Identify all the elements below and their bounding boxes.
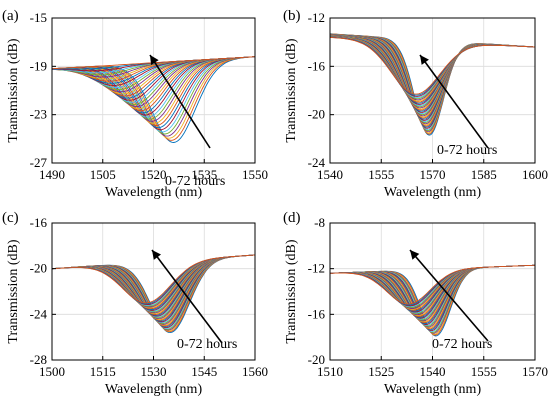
trend-arrow-head xyxy=(152,250,162,260)
x-axis-label: Wavelength (nm) xyxy=(384,382,482,397)
y-axis-label: Transmission (dB) xyxy=(284,239,299,343)
annotation-label: 0-72 hours xyxy=(177,337,237,352)
panel-label: (c) xyxy=(2,210,19,226)
x-tick-label: 1555 xyxy=(471,364,497,379)
x-tick-label: 1550 xyxy=(242,167,268,182)
y-tick-label: -20 xyxy=(308,352,325,367)
x-tick-label: 1600 xyxy=(522,167,548,182)
series-line xyxy=(51,254,256,304)
trend-arrow xyxy=(419,54,489,149)
y-axis-label: Transmission (dB) xyxy=(284,38,299,142)
trend-arrow-head xyxy=(150,55,159,66)
y-tick-label: -23 xyxy=(30,107,47,122)
trend-arrow xyxy=(151,249,223,344)
annotation-label: 0-72 hours xyxy=(437,143,497,158)
y-tick-label: -24 xyxy=(308,155,326,170)
x-tick-label: 1530 xyxy=(141,364,167,379)
x-axis-label: Wavelength (nm) xyxy=(105,382,203,397)
x-tick-label: 1570 xyxy=(420,167,446,182)
x-tick-label: 1585 xyxy=(471,167,497,182)
panel-label: (a) xyxy=(2,8,19,24)
x-tick-label: 1545 xyxy=(191,364,217,379)
panel-3: 1500 1515 1530 1545 1560 -28 -24 -20 -16 Waveleng… xyxy=(2,210,268,397)
panel-4: 1510 1525 1540 1555 1570 -20 -16 -12 -8 Wavelengt… xyxy=(283,210,548,397)
y-tick-label: -20 xyxy=(308,107,325,122)
x-tick-label: 1525 xyxy=(368,364,394,379)
annotation-label: 0-72 hours xyxy=(165,174,225,189)
y-tick-label: -8 xyxy=(314,215,325,230)
x-tick-label: 1535 xyxy=(191,167,217,182)
x-tick-label: 1560 xyxy=(242,364,268,379)
x-tick-label: 1520 xyxy=(141,167,167,182)
x-tick-label: 1510 xyxy=(317,364,343,379)
y-tick-label: -16 xyxy=(308,58,326,73)
x-tick-label: 1505 xyxy=(90,167,116,182)
y-tick-label: -15 xyxy=(30,10,47,25)
annotation-label: 0-72 hours xyxy=(432,337,492,352)
x-tick-label: 1540 xyxy=(420,364,446,379)
y-tick-label: -20 xyxy=(30,261,47,276)
x-tick-label: 1555 xyxy=(368,167,394,182)
x-axis-label: Wavelength (nm) xyxy=(105,185,203,200)
trend-arrow-head xyxy=(420,55,429,65)
x-tick-label: 1570 xyxy=(522,364,548,379)
y-tick-label: -19 xyxy=(30,58,47,73)
x-tick-label: 1500 xyxy=(39,364,65,379)
panel-label: (d) xyxy=(283,210,301,226)
trend-arrow xyxy=(149,54,211,149)
y-tick-label: -27 xyxy=(30,155,48,170)
trend-arrow-head xyxy=(410,250,420,260)
y-tick-label: -16 xyxy=(308,306,326,321)
y-axis-label: Transmission (dB) xyxy=(6,239,21,343)
series-line xyxy=(329,36,536,95)
x-tick-label: 1490 xyxy=(39,167,65,182)
series-line xyxy=(329,264,536,305)
y-tick-label: -12 xyxy=(308,261,325,276)
panel-label: (b) xyxy=(283,8,301,24)
y-tick-label: -28 xyxy=(30,352,47,367)
y-tick-label: -12 xyxy=(308,10,325,25)
x-axis-label: Wavelength (nm) xyxy=(384,185,482,200)
y-tick-label: -16 xyxy=(30,215,48,230)
x-tick-label: 1540 xyxy=(317,167,343,182)
x-tick-label: 1515 xyxy=(90,364,116,379)
y-axis-label: Transmission (dB) xyxy=(6,38,21,142)
panel-1: 1490 1505 1520 1535 1550 -27 -23 -19 -15 Waveleng… xyxy=(2,8,268,200)
panel-2: 1540 1555 1570 1585 1600 -24 -20 -16 -12 Waveleng… xyxy=(283,8,548,200)
trend-arrow xyxy=(409,249,489,342)
y-tick-label: -24 xyxy=(30,306,48,321)
